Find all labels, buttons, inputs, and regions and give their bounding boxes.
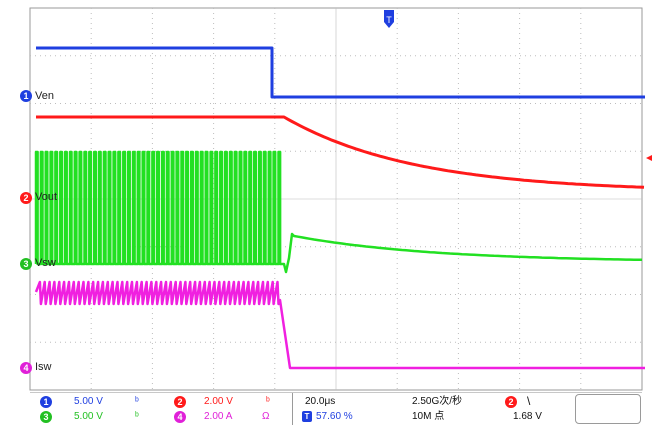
channel-1-marker[interactable]: 1: [20, 90, 32, 102]
trigger-level[interactable]: 1.68 V: [513, 411, 542, 422]
trigger-channel-badge[interactable]: 2: [505, 396, 517, 408]
horizontal-position[interactable]: 57.60 %: [316, 411, 353, 422]
position-icon: T: [302, 411, 312, 422]
channel-4-marker[interactable]: 4: [20, 362, 32, 374]
sample-rate: 2.50G次/秒: [412, 396, 463, 407]
record-length: 10M 点: [412, 411, 445, 422]
isw-label: Isw: [35, 361, 52, 373]
ch1-bw-icon: ᵇ: [135, 396, 139, 407]
trigger-slope-icon: \: [527, 394, 531, 408]
ch4-scale: 2.00 A: [204, 411, 233, 422]
isw-trace: [34, 280, 645, 370]
vout-label: Vout: [35, 191, 58, 203]
ven-label: Ven: [35, 90, 54, 102]
blank-readout-box: [575, 394, 641, 424]
vsw-label: Vsw: [35, 257, 56, 269]
status-divider: [292, 393, 293, 425]
channel-2-marker[interactable]: 2: [20, 192, 32, 204]
vsw-trace: [34, 150, 642, 274]
ch3-badge[interactable]: 3: [40, 411, 52, 423]
status-bar: 1 5.00 V ᵇ 3 5.00 V ᵇ 2 2.00 V ᵇ 4 2.00 …: [30, 392, 642, 425]
ch2-scale: 2.00 V: [204, 396, 233, 407]
svg-text:T: T: [386, 15, 392, 25]
ch2-bw-icon: ᵇ: [266, 396, 270, 407]
vout-trace: [36, 115, 645, 189]
ch4-bw-icon: Ω: [262, 411, 270, 422]
ch3-bw-icon: ᵇ: [135, 411, 139, 422]
trigger-position-marker: T: [384, 10, 394, 28]
ch2-badge[interactable]: 2: [174, 396, 186, 408]
ch3-scale: 5.00 V: [74, 411, 103, 422]
trigger-level-marker: [646, 155, 652, 161]
ven-trace: [36, 46, 645, 99]
ch1-scale: 5.00 V: [74, 396, 103, 407]
channel-3-marker[interactable]: 3: [20, 258, 32, 270]
timebase-value[interactable]: 20.0μs: [305, 396, 336, 407]
ch1-badge[interactable]: 1: [40, 396, 52, 408]
ch4-badge[interactable]: 4: [174, 411, 186, 423]
waveforms: [34, 46, 645, 370]
